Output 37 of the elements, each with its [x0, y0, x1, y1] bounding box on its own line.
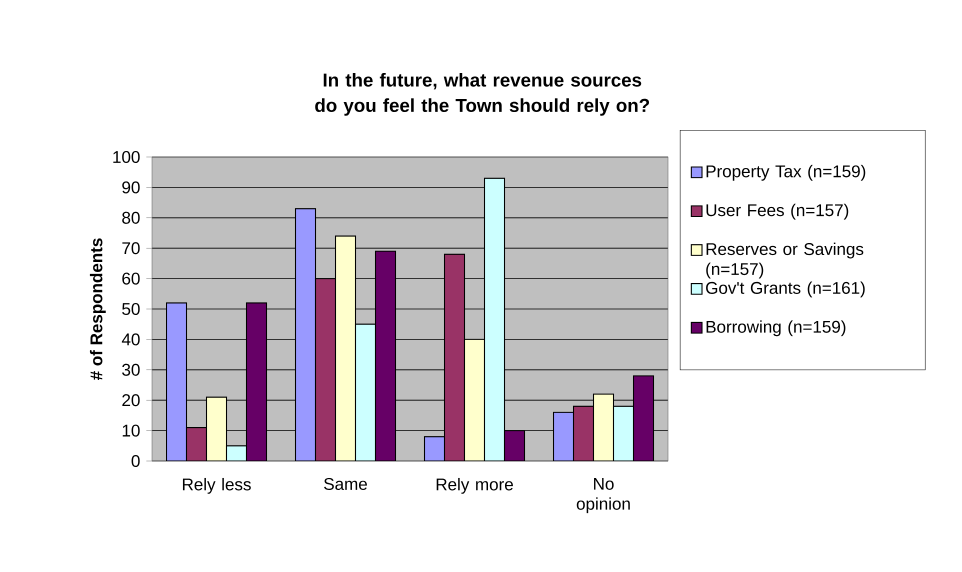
- chart-title: In the future, what revenue sources do you feel the Town should rely on?: [315, 72, 650, 116]
- y-tick-label: 60: [122, 272, 140, 285]
- bar: [592, 394, 614, 461]
- y-tick-label: 100: [113, 150, 140, 164]
- y-tick-label: 40: [122, 333, 140, 346]
- x-tick-label: Rely more: [436, 478, 513, 494]
- bar: [206, 396, 228, 461]
- legend-label: Reserves or Savings (n=157): [706, 242, 864, 278]
- x-tick-label: No opinion: [576, 478, 630, 514]
- legend-label: User Fees (n=157): [706, 204, 848, 220]
- y-tick-label: 30: [122, 364, 140, 376]
- y-tick-label: 0: [132, 454, 140, 468]
- x-tick-label: Rely less: [182, 478, 251, 494]
- bar: [246, 302, 268, 461]
- y-tick-label: 50: [122, 302, 140, 316]
- bar: [314, 278, 336, 461]
- y-tick-label: 20: [122, 394, 140, 406]
- bar: [484, 178, 506, 461]
- y-tick-label: 70: [122, 242, 140, 254]
- bar: [572, 406, 594, 461]
- x-tick-label: Same: [324, 478, 367, 490]
- legend-label: Property Tax (n=159): [706, 164, 866, 181]
- y-tick-label: 90: [122, 181, 140, 194]
- y-tick-label: 80: [122, 212, 140, 224]
- bar: [464, 338, 486, 461]
- bar: [374, 250, 396, 461]
- bar: [612, 406, 634, 461]
- bar: [334, 236, 356, 461]
- legend-label: Gov't Grants (n=161): [706, 281, 865, 298]
- bar: [186, 427, 208, 461]
- bar: [632, 375, 654, 461]
- bar: [354, 324, 376, 461]
- legend-label: Borrowing (n=159): [706, 320, 846, 336]
- bar: [504, 430, 526, 461]
- y-axis-title: # of Respondents: [90, 238, 106, 380]
- bar: [444, 254, 466, 461]
- y-tick-label: 10: [122, 424, 140, 437]
